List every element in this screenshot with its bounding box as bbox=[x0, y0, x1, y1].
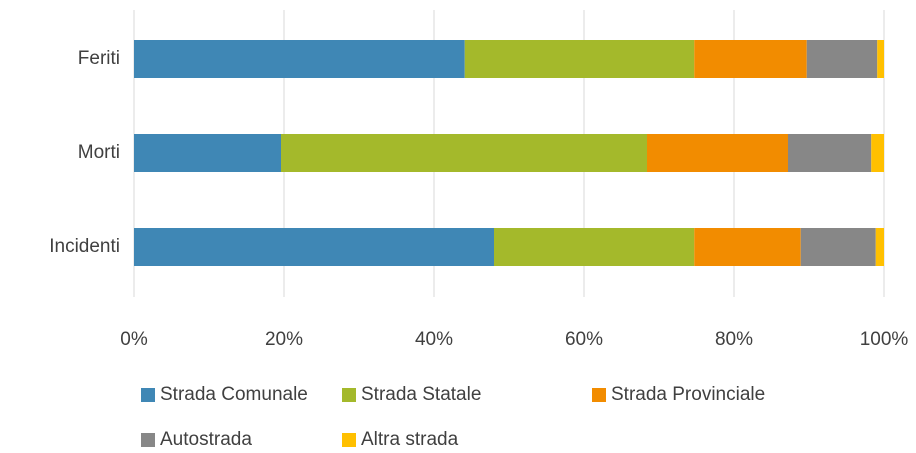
legend-swatch bbox=[141, 433, 155, 447]
legend-label: Autostrada bbox=[160, 429, 252, 450]
bar-segment bbox=[694, 228, 801, 266]
bar-segment bbox=[647, 134, 788, 172]
bar-segment bbox=[788, 134, 872, 172]
x-tick-label: 80% bbox=[715, 329, 753, 350]
legend-label: Strada Provinciale bbox=[611, 384, 765, 405]
legend-swatch bbox=[342, 433, 356, 447]
bar-segment bbox=[694, 40, 807, 78]
y-tick-label: Feriti bbox=[78, 48, 120, 69]
legend-label: Strada Comunale bbox=[160, 384, 308, 405]
legend-swatch bbox=[592, 388, 606, 402]
legend-swatch bbox=[141, 388, 155, 402]
y-tick-label: Morti bbox=[78, 142, 120, 163]
bar-segment bbox=[134, 40, 465, 78]
bar-segment bbox=[877, 40, 884, 78]
bar-segment bbox=[281, 134, 647, 172]
bar-segment bbox=[800, 228, 876, 266]
x-tick-label: 0% bbox=[120, 329, 148, 350]
y-tick-label: Incidenti bbox=[49, 236, 120, 257]
x-tick-label: 20% bbox=[265, 329, 303, 350]
x-tick-label: 60% bbox=[565, 329, 603, 350]
x-tick-label: 40% bbox=[415, 329, 453, 350]
legend-swatch bbox=[342, 388, 356, 402]
x-tick-label: 100% bbox=[860, 329, 909, 350]
legend-label: Altra strada bbox=[361, 429, 459, 450]
bar-segment bbox=[806, 40, 878, 78]
bar-segment bbox=[871, 134, 884, 172]
legend-label: Strada Statale bbox=[361, 384, 481, 405]
bar-segment bbox=[494, 228, 695, 266]
bar-segment bbox=[134, 134, 281, 172]
bar-segment bbox=[464, 40, 695, 78]
bar-segment bbox=[875, 228, 884, 266]
bar-segment bbox=[134, 228, 494, 266]
